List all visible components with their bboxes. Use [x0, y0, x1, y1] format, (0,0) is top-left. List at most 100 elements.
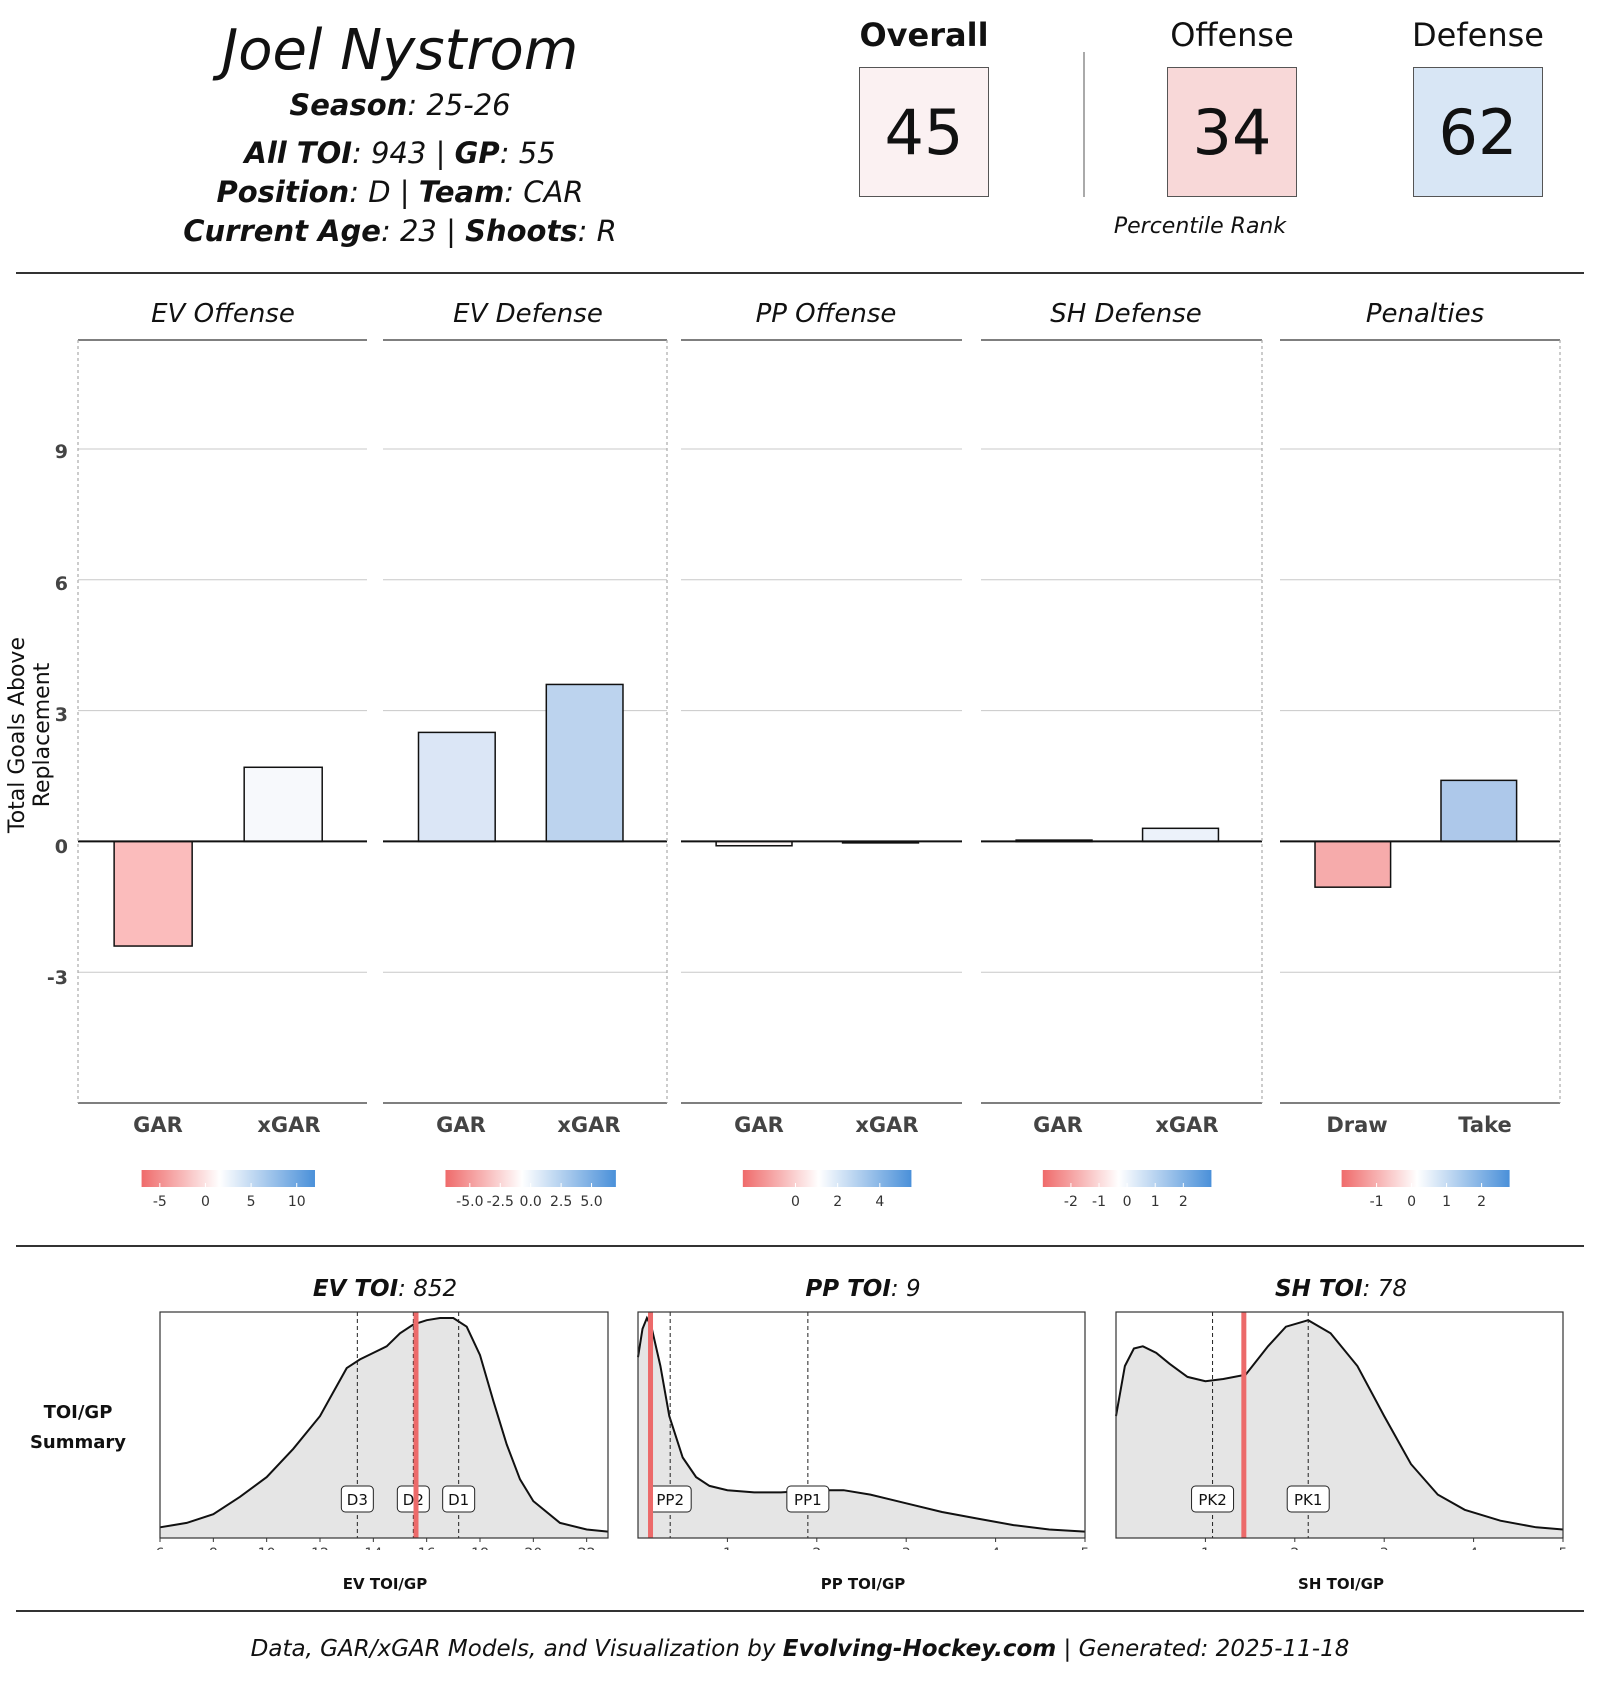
- x-tick-label: 20: [524, 1546, 542, 1550]
- colorbar-tick-label: 2: [1477, 1194, 1486, 1210]
- toi-summary-label: TOI/GP Summary: [29, 1402, 127, 1453]
- y-tick: 0: [54, 836, 68, 858]
- bar-xgar: [1141, 827, 1220, 843]
- colorbar-tick-label: 4: [875, 1194, 884, 1210]
- y-tick: 3: [54, 704, 68, 726]
- marker-label: D1: [448, 1491, 469, 1509]
- colorbar-tick-label: 0.0: [520, 1194, 542, 1210]
- bar-gar: [417, 731, 496, 843]
- y-tick: 6: [54, 573, 68, 595]
- score-divider: [1083, 52, 1085, 197]
- colorbar-tick-label: 2: [833, 1194, 842, 1210]
- marker-label: PP1: [794, 1491, 822, 1509]
- colorbar-tick-label: 10: [288, 1194, 306, 1210]
- colorbar: [742, 1170, 912, 1187]
- x-tick: GAR: [133, 1113, 183, 1137]
- x-tick-label: 4: [991, 1546, 1000, 1550]
- panel-border: [159, 1311, 609, 1539]
- brand-link[interactable]: Evolving-Hockey.com: [782, 1636, 1057, 1662]
- density-line: [1115, 1319, 1564, 1531]
- ev-toi-axis-label: EV TOI/GP: [342, 1575, 428, 1593]
- colorbar-tick-label: -2: [1064, 1194, 1078, 1210]
- footer-credit: Data, GAR/xGAR Models, and Visualization…: [250, 1636, 1350, 1662]
- x-tick: xGAR: [855, 1113, 919, 1137]
- colorbar-tick-label: 2: [1179, 1194, 1188, 1210]
- y-tick: 9: [54, 441, 68, 463]
- x-tick: GAR: [734, 1113, 784, 1137]
- colorbar-tick-label: 0: [201, 1194, 210, 1210]
- colorbar-tick-label: -1: [1370, 1194, 1384, 1210]
- x-tick: xGAR: [1155, 1113, 1219, 1137]
- facet-title-sh-defense: SH Defense: [1050, 299, 1202, 329]
- colorbar-tick-label: -2.5: [487, 1194, 514, 1210]
- x-tick-label: 12: [311, 1546, 329, 1550]
- x-tick: GAR: [436, 1113, 486, 1137]
- panel-border: [1115, 1311, 1564, 1539]
- sh-toi-title: SH TOI: 78: [1275, 1276, 1407, 1302]
- x-tick-label: 4: [1469, 1546, 1478, 1550]
- colorbar-tick-label: 0: [1123, 1194, 1132, 1210]
- facet-title-ev-defense: EV Defense: [453, 299, 603, 329]
- x-tick-label: 16: [418, 1546, 436, 1550]
- density-area: [1116, 1320, 1563, 1538]
- marker-badge: [1191, 1485, 1235, 1513]
- colorbar-tick-label: -5.0: [456, 1194, 483, 1210]
- x-tick-label: 2: [812, 1546, 821, 1550]
- x-tick-label: 3: [1380, 1546, 1389, 1550]
- colorbar-tick-label: 5.0: [580, 1194, 602, 1210]
- colorbar-tick-label: -1: [1092, 1194, 1106, 1210]
- marker-label: PK1: [1294, 1491, 1322, 1509]
- x-tick-label: 10: [258, 1546, 276, 1550]
- gar-bar-chart: -5 0 5 10 -5.0 -2.5 0.0 2.5 5.0 0 2 4 -2 -1 0 1 2 -1 0 1 2: [77, 339, 1561, 1210]
- panel-border: [637, 1311, 1086, 1539]
- bar-xgar: [545, 683, 624, 843]
- facet-title-pp-offense: PP Offense: [755, 299, 897, 329]
- marker-badge: [340, 1485, 374, 1513]
- marker-badge: [1286, 1485, 1330, 1513]
- toi-gp-line: All TOI: 943 | GP: 55: [244, 136, 556, 170]
- density-line: [159, 1317, 609, 1533]
- ev-toi-title: EV TOI: 852: [312, 1276, 458, 1302]
- pp-toi-title: PP TOI: 9: [805, 1276, 921, 1302]
- x-tick-label: 8: [209, 1546, 218, 1550]
- colorbar-tick-label: -5: [153, 1194, 167, 1210]
- colorbar: [141, 1170, 315, 1187]
- x-tick-label: 2: [1290, 1546, 1299, 1550]
- colorbar: [1341, 1170, 1510, 1187]
- bar-take: [1440, 779, 1518, 843]
- defense-label: Defense: [1412, 16, 1544, 54]
- marker-label: D3: [347, 1491, 368, 1509]
- colorbar-tick-label: 2.5: [550, 1194, 572, 1210]
- colorbar: [1042, 1170, 1212, 1187]
- x-tick-label: 1: [723, 1546, 732, 1550]
- defense-score-box: 62: [1413, 67, 1543, 197]
- position-team-line: Position: D | Team: CAR: [216, 175, 584, 209]
- marker-badge: [442, 1485, 476, 1513]
- x-tick-label: 6: [156, 1546, 165, 1550]
- header-separator: [16, 272, 1584, 274]
- toi-density-charts: D3D2D16810121416182022PP2PP112345PK2PK11…: [156, 1311, 1567, 1550]
- facet-title-penalties: Penalties: [1365, 299, 1485, 329]
- facet-title-ev-offense: EV Offense: [151, 299, 295, 329]
- colorbar-tick-label: 1: [1151, 1194, 1160, 1210]
- y-tick: -3: [46, 967, 68, 989]
- overall-score-box: 45: [859, 67, 989, 197]
- bar-gar: [113, 840, 193, 947]
- density-line: [637, 1315, 1086, 1533]
- colorbar-tick-label: 0: [1407, 1194, 1416, 1210]
- marker-label: PK2: [1198, 1491, 1226, 1509]
- x-tick-label: 1: [1201, 1546, 1210, 1550]
- bar-draw: [1314, 840, 1392, 888]
- marker-label: D2: [403, 1491, 424, 1509]
- x-tick-label: 18: [471, 1546, 489, 1550]
- density-area: [160, 1318, 608, 1538]
- sh-toi-axis-label: SH TOI/GP: [1298, 1575, 1384, 1593]
- marker-badge: [786, 1485, 830, 1513]
- colorbar-tick-label: 0: [791, 1194, 800, 1210]
- x-tick: xGAR: [557, 1113, 621, 1137]
- colorbar-tick-label: 5: [247, 1194, 256, 1210]
- percentile-caption: Percentile Rank: [1113, 214, 1287, 239]
- x-tick-label: 14: [364, 1546, 382, 1550]
- marker-label: PP2: [656, 1491, 684, 1509]
- bar-xgar: [243, 766, 323, 843]
